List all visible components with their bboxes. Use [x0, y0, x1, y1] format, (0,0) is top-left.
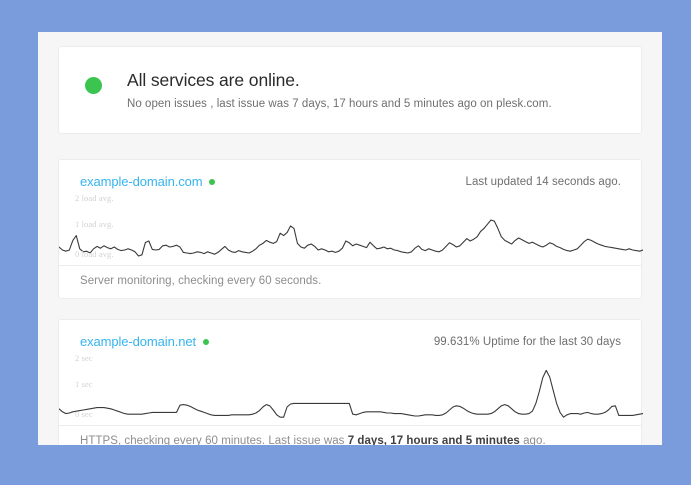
- response-time-chart: 2 sec 1 sec 0 sec: [59, 353, 641, 425]
- service-footer-strong: 7 days, 17 hours and 5 minutes: [347, 435, 520, 445]
- service-footer: HTTPS, checking every 60 minutes. Last i…: [59, 425, 641, 445]
- status-page-panel: All services are online. No open issues …: [38, 32, 662, 445]
- load-average-chart-svg: [59, 193, 643, 265]
- service-footer: Server monitoring, checking every 60 sec…: [59, 265, 641, 287]
- service-footer-suffix: ago.: [519, 435, 546, 445]
- service-header: example-domain.net 99.631% Uptime for th…: [59, 320, 641, 349]
- service-meta-text: Last updated 14 seconds ago.: [465, 175, 621, 188]
- load-average-chart: 2 load avg. 1 load avg. 0 load avg.: [59, 193, 641, 265]
- axis-tick-label: 1 sec: [75, 379, 93, 389]
- status-subtext: No open issues , last issue was 7 days, …: [127, 98, 552, 110]
- service-domain-link[interactable]: example-domain.net: [80, 334, 196, 349]
- service-card: example-domain.net 99.631% Uptime for th…: [58, 319, 642, 445]
- service-footer-prefix: HTTPS, checking every 60 minutes. Last i…: [80, 435, 348, 445]
- service-domain-link[interactable]: example-domain.com: [80, 174, 203, 189]
- green-status-dot-icon: [209, 178, 216, 185]
- service-footer-prefix: Server monitoring, checking every 60 sec…: [80, 275, 322, 287]
- axis-tick-label: 2 sec: [75, 353, 93, 363]
- service-card: example-domain.com Last updated 14 secon…: [58, 159, 642, 299]
- status-headline: All services are online.: [127, 70, 300, 90]
- axis-tick-label: 0 sec: [75, 409, 93, 419]
- response-time-chart-svg: [59, 353, 643, 425]
- axis-tick-label: 0 load avg.: [75, 249, 114, 259]
- axis-tick-label: 2 load avg.: [75, 193, 114, 203]
- service-header: example-domain.com Last updated 14 secon…: [59, 160, 641, 189]
- axis-tick-label: 1 load avg.: [75, 219, 114, 229]
- service-uptime-text: 99.631% Uptime for the last 30 days: [433, 335, 621, 348]
- overall-status-card: All services are online. No open issues …: [58, 46, 642, 134]
- green-status-dot-icon: [85, 77, 102, 94]
- green-status-dot-icon: [203, 338, 209, 345]
